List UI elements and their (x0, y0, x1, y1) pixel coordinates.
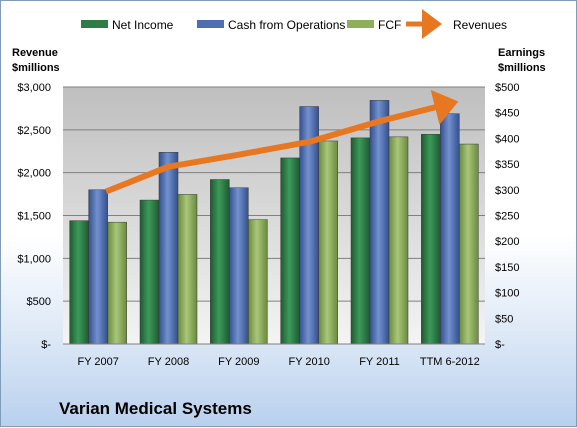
right-axis-title-line1: Earnings (498, 47, 545, 59)
category-label: FY 2011 (359, 356, 400, 368)
right-tick-label: $500 (495, 82, 519, 94)
category-label: FY 2007 (77, 356, 118, 368)
category-label: FY 2008 (148, 356, 189, 368)
right-tick-label: $450 (495, 108, 519, 120)
cash-from-operations-bar (158, 152, 179, 345)
right-tick-label: $300 (495, 185, 519, 197)
left-axis-title-line1: Revenue (12, 47, 58, 59)
fcf-bar (388, 136, 409, 345)
cash-from-operations-bar (88, 189, 108, 345)
left-axis-title-line2: $millions (12, 62, 60, 74)
revenues-legend-label: Revenues (453, 18, 507, 32)
fcf-bar (318, 140, 338, 345)
right-tick-label: $- (495, 339, 505, 351)
legend: Net Income Cash from Operations FCF Revenue… (81, 9, 507, 39)
right-tick-label: $150 (495, 262, 519, 274)
left-tick-label: $500 (27, 296, 51, 308)
left-tick-label: $3,000 (17, 82, 51, 94)
category-label: TTM 6-2012 (420, 356, 480, 368)
category-label: FY 2009 (218, 356, 259, 368)
net-income-bar (421, 134, 441, 345)
chart-title: Varian Medical Systems (59, 399, 252, 418)
revenues-line (105, 89, 459, 195)
gridlines (63, 86, 485, 302)
net-income-bar (280, 157, 300, 345)
right-tick-label: $50 (495, 313, 513, 325)
cash-from-operations-bar (229, 187, 249, 345)
left-axis-ticks: $- $500 $1,000 $1,500 $2,000 $2,500 $3,000 (17, 82, 51, 351)
fcf-bar (177, 194, 198, 345)
right-tick-label: $100 (495, 288, 519, 300)
net-income-bar (139, 199, 160, 345)
fcf-bar (459, 143, 479, 345)
fcf-legend-label: FCF (378, 18, 401, 32)
right-tick-label: $200 (495, 236, 519, 248)
category-label: FY 2010 (288, 356, 329, 368)
right-tick-label: $350 (495, 159, 519, 171)
net-income-bar (350, 137, 371, 345)
net-income-legend-swatch (81, 20, 108, 28)
cash-from-operations-bar (369, 100, 390, 345)
right-tick-label: $400 (495, 133, 519, 145)
left-tick-label: $2,500 (17, 125, 51, 137)
revenue-line (105, 89, 459, 195)
cash-from-operations-legend-label: Cash from Operations (228, 18, 345, 32)
category-labels: FY 2007 FY 2008 FY 2009 FY 2010 FY 2011 TTM 6… (77, 356, 479, 368)
cash-from-operations-legend-swatch (197, 20, 224, 28)
net-income-bar (210, 179, 230, 345)
fcf-legend-swatch (347, 20, 374, 28)
net-income-bar (69, 220, 89, 345)
left-tick-label: $1,000 (17, 253, 51, 265)
right-tick-label: $250 (495, 211, 519, 223)
right-axis-title-line2: $millions (498, 62, 546, 74)
left-tick-label: $1,500 (17, 211, 51, 223)
net-income-legend-label: Net Income (112, 18, 174, 32)
fcf-bar (248, 219, 268, 345)
cash-from-operations-bar (440, 113, 460, 345)
left-tick-label: $2,000 (17, 168, 51, 180)
right-axis-ticks: $- $50 $100 $150 $200 $250 $300 $350 $400 $450 $50… (495, 82, 519, 351)
left-tick-label: $- (41, 339, 51, 351)
bars (69, 100, 479, 345)
fcf-bar (107, 221, 127, 345)
